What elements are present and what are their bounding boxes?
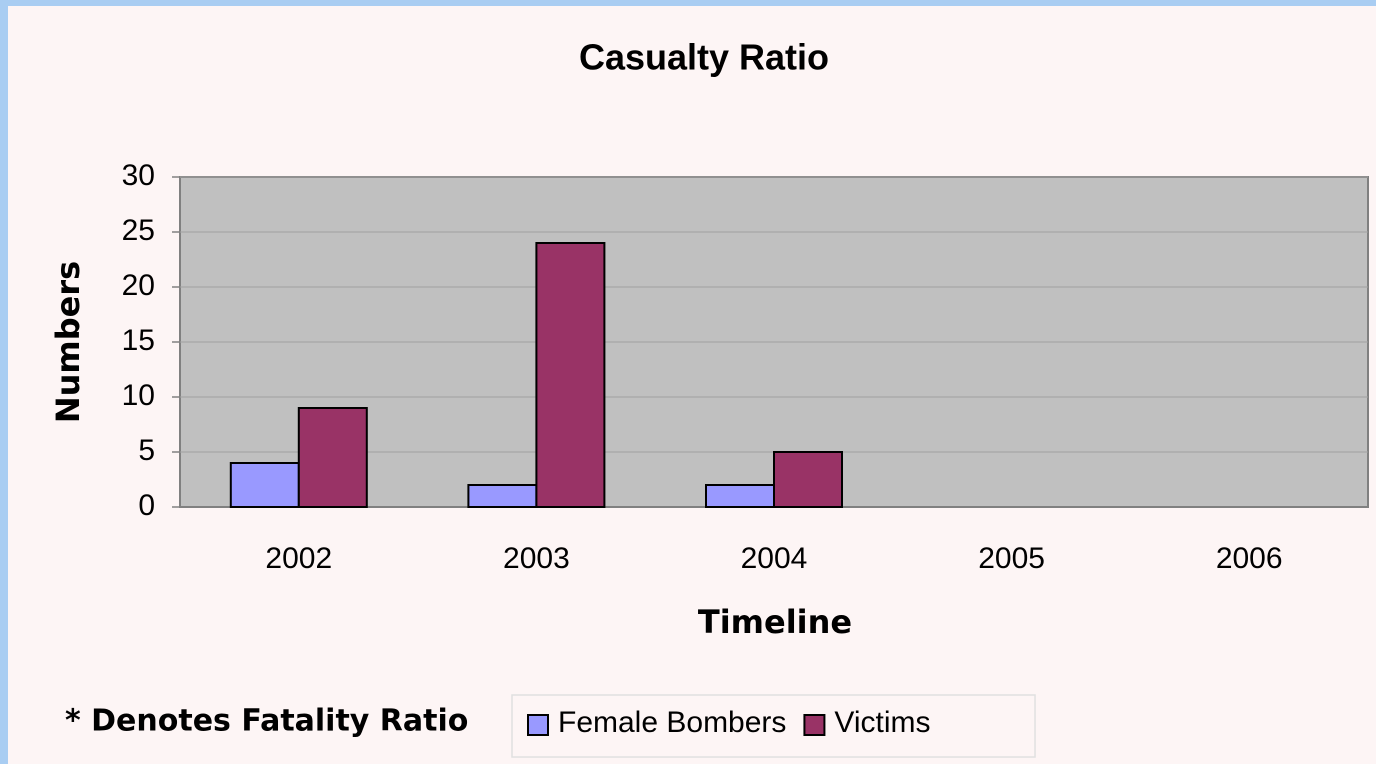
y-tick-label: 10 — [122, 379, 155, 412]
legend-swatch — [527, 714, 549, 736]
legend-label: Female Bombers — [558, 706, 786, 739]
y-tick-label: 0 — [138, 489, 155, 522]
bar — [705, 484, 775, 508]
x-tick-label: 2002 — [265, 542, 332, 575]
x-tick-label: 2003 — [503, 542, 570, 575]
legend-label: Victims — [834, 706, 930, 739]
y-tick-label: 20 — [122, 269, 155, 302]
chart-title: Casualty Ratio — [579, 37, 829, 78]
y-axis-title: Numbers — [49, 261, 87, 423]
bar — [773, 451, 843, 508]
bar — [229, 462, 300, 508]
annotation: * Denotes Fatality Ratio — [65, 704, 468, 739]
bar — [535, 242, 606, 508]
x-axis-title: Timeline — [698, 603, 852, 641]
x-tick-label: 2006 — [1216, 542, 1283, 575]
x-tick-label: 2005 — [978, 542, 1045, 575]
y-tick-label: 30 — [122, 159, 155, 192]
y-tick-label: 25 — [122, 214, 155, 247]
bar — [297, 407, 368, 508]
y-tick-label: 5 — [138, 434, 155, 467]
bar — [467, 484, 538, 508]
legend-box — [511, 694, 1036, 758]
x-tick-label: 2004 — [741, 542, 808, 575]
y-tick-label: 15 — [122, 324, 155, 357]
legend-swatch — [803, 714, 826, 736]
